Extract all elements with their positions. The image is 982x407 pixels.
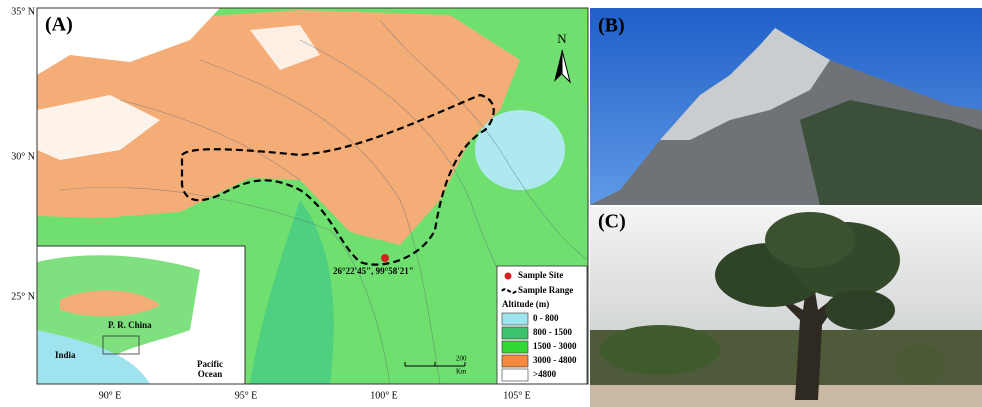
longitude-label: 100° E bbox=[370, 390, 398, 401]
legend-swatch bbox=[502, 355, 528, 367]
legend-swatch bbox=[502, 369, 528, 381]
photo-tree bbox=[590, 207, 982, 407]
scale-number: 200 bbox=[456, 355, 467, 363]
legend: Sample Site Sample Range Altitude (m) 0 … bbox=[497, 266, 587, 384]
panel-label: (B) bbox=[598, 15, 625, 37]
longitude-label: 90° E bbox=[99, 390, 122, 401]
legend-swatch bbox=[502, 341, 528, 353]
panel-label: (A) bbox=[45, 14, 73, 36]
longitude-label: 105° E bbox=[503, 390, 531, 401]
north-label: N bbox=[557, 31, 567, 46]
legend-site: Sample Site bbox=[518, 270, 563, 280]
sample-site bbox=[381, 254, 389, 262]
latitude-label: 30° N bbox=[11, 151, 35, 162]
panel-label: (C) bbox=[598, 211, 626, 233]
legend-title: Altitude (m) bbox=[502, 299, 549, 309]
latitude-labels: 35° N 30° N 25° N bbox=[11, 6, 35, 302]
scale-unit: Km bbox=[456, 368, 467, 376]
map: 26°22'45", 99°58'21" N 200 Km P. R. Chin… bbox=[37, 8, 588, 384]
legend-swatch bbox=[502, 313, 528, 325]
legend-swatch bbox=[502, 327, 528, 339]
inset-ocean: Pacific bbox=[197, 359, 223, 369]
legend-class: 1500 - 3000 bbox=[533, 341, 577, 351]
latitude-label: 25° N bbox=[11, 291, 35, 302]
inset-india: India bbox=[55, 350, 76, 360]
photo-mountain bbox=[590, 8, 982, 205]
figure: 26°22'45", 99°58'21" N 200 Km P. R. Chin… bbox=[0, 0, 982, 407]
inset: P. R. China India Pacific Ocean bbox=[37, 246, 245, 384]
legend-range: Sample Range bbox=[518, 285, 573, 295]
legend-class: 3000 - 4800 bbox=[533, 355, 577, 365]
longitude-label: 95° E bbox=[235, 390, 258, 401]
legend-class: 800 - 1500 bbox=[533, 327, 572, 337]
inset-ocean: Ocean bbox=[198, 369, 223, 379]
longitude-labels: 90° E 95° E 100° E 105° E bbox=[99, 390, 531, 401]
latitude-label: 35° N bbox=[11, 6, 35, 17]
legend-class: >4800 bbox=[533, 369, 557, 379]
inset-country: P. R. China bbox=[108, 320, 152, 330]
basin bbox=[475, 110, 565, 190]
coordinates: 26°22'45", 99°58'21" bbox=[333, 266, 414, 276]
legend-class: 0 - 800 bbox=[533, 313, 559, 323]
